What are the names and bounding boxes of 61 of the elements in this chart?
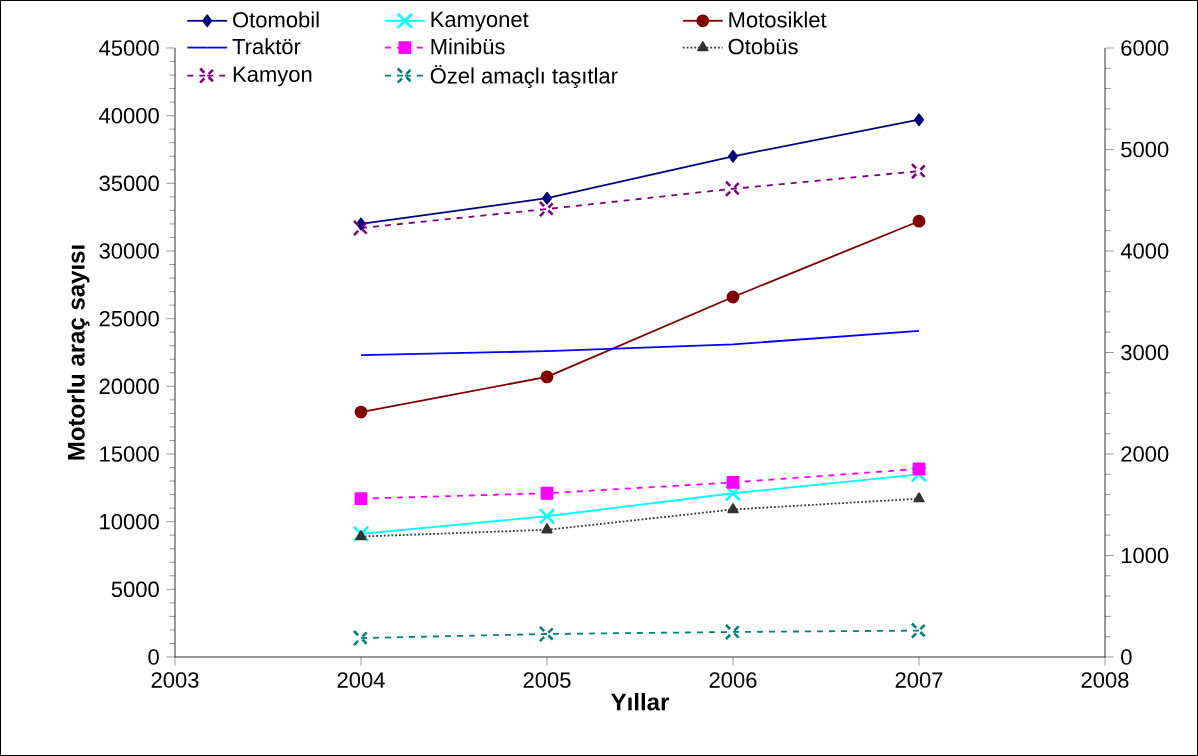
y-tick-label: 20000 [99, 378, 159, 395]
point [352, 525, 370, 543]
x-tick-label: 2004 [337, 672, 385, 688]
y2-tick-label: 1000 [1121, 547, 1169, 564]
legend-label: Minibüs [431, 38, 505, 55]
point [727, 149, 739, 163]
point [538, 507, 556, 525]
y-tick-label: 45000 [99, 40, 159, 56]
line-series [360, 329, 920, 357]
legend-label: Motosiklet [729, 11, 827, 28]
y-tick-label: 5000 [111, 581, 159, 598]
x-tick-label: 2003 [151, 672, 199, 688]
point [727, 503, 739, 514]
y2-tick-label: 0 [1121, 649, 1132, 665]
legend-label: Kamyon [233, 66, 312, 87]
x-tick-label: 2005 [523, 672, 571, 688]
y2-tick-label: 4000 [1120, 243, 1169, 259]
point [910, 465, 928, 483]
point [538, 625, 556, 643]
y-tick-label: 10000 [100, 513, 159, 530]
y2-tick-label: 6000 [1121, 40, 1169, 56]
y-tick-label: 0 [148, 649, 159, 665]
y2-tick-label: 5000 [1121, 141, 1169, 158]
x-tick-label: 2007 [895, 672, 943, 688]
point [355, 530, 367, 541]
legend-label: Otobüs [728, 38, 798, 55]
point [352, 629, 370, 647]
legend-label: Özel amaçlı taşıtlar [430, 64, 618, 89]
y-tick-label: 15000 [100, 446, 159, 462]
x-tick-label: 2006 [709, 672, 757, 688]
point [912, 462, 926, 476]
point [541, 523, 553, 534]
y2-tick-label: 2000 [1121, 446, 1169, 462]
point [726, 476, 740, 489]
point [538, 200, 556, 218]
x-axis-title: Yıllar [611, 692, 669, 711]
point [726, 290, 740, 304]
point [540, 370, 554, 384]
point [910, 162, 928, 180]
point [354, 405, 368, 419]
point [913, 113, 925, 127]
point [540, 486, 554, 500]
point [724, 484, 742, 502]
point [724, 623, 742, 641]
y-tick-label: 30000 [99, 243, 159, 259]
y-tick-label: 35000 [99, 175, 159, 192]
y2-tick-label: 3000 [1121, 344, 1169, 361]
point [724, 180, 742, 198]
point [354, 492, 368, 506]
point [913, 492, 925, 503]
legend-label: Kamyonet [431, 11, 529, 32]
point [910, 622, 928, 639]
point [541, 191, 553, 205]
y-tick-label: 25000 [99, 310, 159, 327]
point [352, 219, 370, 237]
x-tick-label: 2008 [1081, 672, 1129, 688]
legend-label: Traktör [232, 38, 301, 55]
point [912, 214, 926, 228]
legend-label: Otomobil [233, 11, 319, 28]
y-tick-label: 40000 [99, 107, 159, 124]
y-axis-title: Motorlu araç sayısı [67, 245, 90, 460]
